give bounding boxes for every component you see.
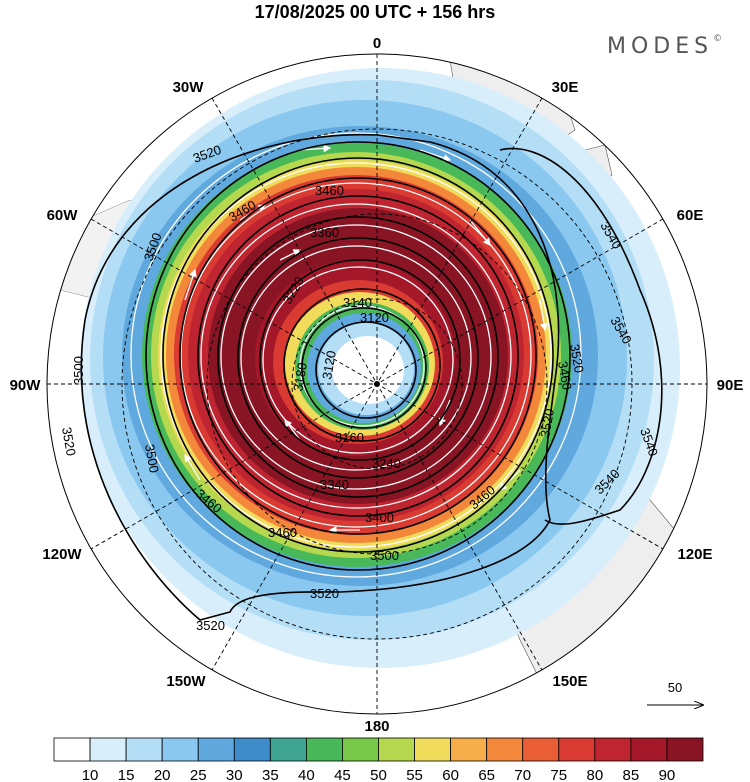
longitude-label-30e: 30E bbox=[552, 79, 579, 96]
wind-speed-field bbox=[47, 54, 707, 714]
colorbar-tick-label: 80 bbox=[586, 767, 603, 782]
contour-label: 3140 bbox=[343, 295, 372, 310]
colorbar-swatch bbox=[486, 737, 524, 762]
colorbar-tick-label: 45 bbox=[334, 767, 351, 782]
colorbar-tick-label: 10 bbox=[82, 767, 99, 782]
contour-label: 3360 bbox=[310, 225, 339, 240]
colorbar-swatch bbox=[342, 737, 379, 762]
contour-label: 3460 bbox=[268, 525, 297, 540]
longitude-label-60w: 60W bbox=[47, 207, 79, 224]
contour-label: 3460 bbox=[315, 183, 344, 198]
contour-label: 3520 bbox=[59, 426, 79, 457]
colorbar-tick-label: 60 bbox=[442, 767, 459, 782]
contour-label: 3240 bbox=[372, 456, 401, 471]
reference-vector-label: 50 bbox=[668, 680, 682, 695]
south-pole-marker bbox=[374, 381, 380, 387]
colorbar-swatch bbox=[414, 737, 452, 762]
contour-label: 3520 bbox=[310, 586, 339, 601]
colorbar-swatch bbox=[89, 737, 127, 762]
reference-vector: 50 bbox=[647, 680, 703, 705]
colorbar-swatch bbox=[305, 737, 343, 762]
contour-label: 3160 bbox=[335, 430, 364, 445]
colorbar: 10 15 20 25 30 35 40 45 50 55 60 65 70 75 80 85 90 bbox=[53, 737, 704, 782]
modes-logo: MODES© bbox=[607, 34, 723, 59]
contour-label: 3500 bbox=[71, 356, 86, 385]
contour-label: 3520 bbox=[537, 407, 557, 438]
longitude-label-90w: 90W bbox=[10, 377, 42, 394]
colorbar-tick-label: 40 bbox=[298, 767, 315, 782]
colorbar-tick-label: 15 bbox=[118, 767, 135, 782]
colorbar-tick-label: 70 bbox=[514, 767, 531, 782]
colorbar-tick-label: 55 bbox=[406, 767, 423, 782]
map-boundary bbox=[46, 53, 708, 715]
colorbar-swatch bbox=[269, 737, 307, 762]
longitude-label-180: 180 bbox=[364, 718, 389, 735]
colorbar-swatch bbox=[233, 737, 271, 762]
contour-label: 3500 bbox=[370, 548, 399, 563]
colorbar-swatch bbox=[378, 737, 415, 762]
longitude-label-60e: 60E bbox=[677, 207, 704, 224]
longitude-label-120e: 120E bbox=[677, 546, 712, 563]
colorbar-swatch bbox=[197, 737, 235, 762]
contour-label: 3520 bbox=[567, 343, 587, 374]
colorbar-swatches bbox=[53, 737, 704, 762]
longitude-label-120w: 120W bbox=[42, 546, 82, 563]
colorbar-tick-label: 85 bbox=[623, 767, 640, 782]
height-contours bbox=[80, 133, 663, 621]
colorbar-tick-label: 75 bbox=[550, 767, 567, 782]
colorbar-swatch bbox=[522, 737, 560, 762]
colorbar-swatch bbox=[558, 737, 596, 762]
colorbar-swatch bbox=[594, 737, 632, 762]
colorbar-tick-label: 90 bbox=[659, 767, 676, 782]
colorbar-swatch bbox=[666, 737, 704, 762]
contour-label: 3120 bbox=[360, 310, 389, 325]
contour-label: 3180 bbox=[290, 361, 310, 392]
colorbar-swatch bbox=[53, 737, 91, 762]
longitude-label-30w: 30W bbox=[173, 79, 205, 96]
colorbar-tick-label: 35 bbox=[262, 767, 279, 782]
contour-label: 3460 bbox=[555, 360, 575, 391]
colorbar-tick-label: 50 bbox=[370, 767, 387, 782]
colorbar-tick-label: 65 bbox=[478, 767, 495, 782]
contour-label: 3120 bbox=[319, 349, 339, 380]
contour-label: 3500 bbox=[142, 443, 162, 474]
colorbar-tick-label: 30 bbox=[226, 767, 243, 782]
contour-label: 3340 bbox=[320, 477, 349, 492]
longitude-label-90e: 90E bbox=[717, 377, 744, 394]
longitude-label-0: 0 bbox=[373, 35, 381, 52]
colorbar-tick-label: 20 bbox=[154, 767, 171, 782]
colorbar-swatch bbox=[125, 737, 163, 762]
longitude-label-150w: 150W bbox=[166, 673, 206, 690]
wind-vectors bbox=[130, 132, 582, 578]
contour-label: 3520 bbox=[196, 618, 225, 633]
colorbar-swatch bbox=[450, 737, 488, 762]
colorbar-swatch bbox=[161, 737, 199, 762]
colorbar-swatch bbox=[630, 737, 668, 762]
chart-title: 17/08/2025 00 UTC + 156 hrs bbox=[254, 2, 496, 22]
colorbar-tick-label: 25 bbox=[190, 767, 207, 782]
contour-label: 3400 bbox=[365, 510, 394, 525]
longitude-label-150e: 150E bbox=[552, 673, 587, 690]
